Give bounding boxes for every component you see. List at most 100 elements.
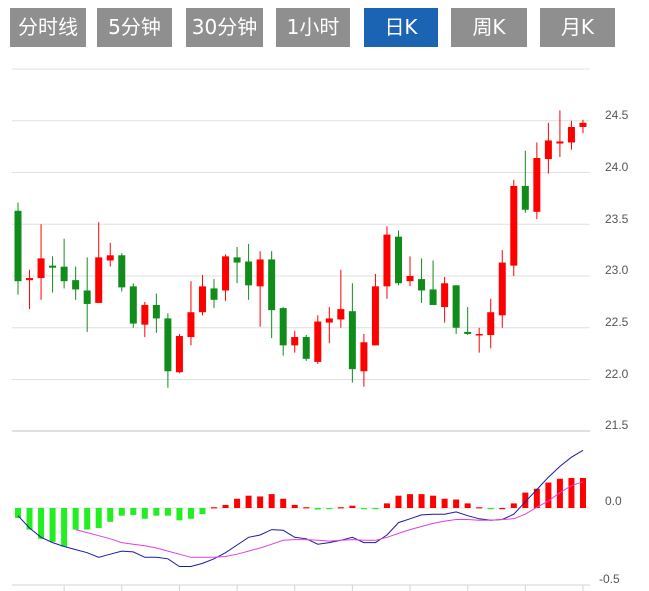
tab-daily-k[interactable]: 日K [364, 8, 438, 47]
macd-bar [61, 508, 68, 547]
candle [498, 250, 506, 328]
candle [452, 285, 460, 334]
candle [129, 283, 137, 328]
price-grid [12, 68, 590, 591]
macd-bar [211, 507, 218, 509]
tab-30min[interactable]: 30分钟 [186, 8, 263, 47]
candle [325, 307, 333, 344]
macd-bar [130, 508, 137, 515]
candle-body [175, 336, 183, 373]
macd-bar [26, 508, 33, 530]
tab-weekly-k[interactable]: 周K [451, 8, 527, 47]
candle [187, 281, 195, 346]
macd-bar [360, 508, 367, 510]
macd-bar [38, 508, 45, 539]
candle [198, 274, 206, 316]
tab-minute-line[interactable]: 分时线 [10, 8, 86, 47]
candle [533, 142, 541, 220]
macd-bar [487, 508, 494, 510]
candle-body [498, 262, 506, 316]
macd-bar [556, 478, 563, 508]
macd-bar [545, 482, 552, 508]
candle-body [118, 255, 126, 288]
macd-bar [418, 494, 425, 508]
macd-bar [568, 477, 575, 508]
candle-body [291, 337, 299, 346]
candle [106, 242, 114, 267]
tab-1hour[interactable]: 1小时 [276, 8, 350, 47]
candle [256, 251, 264, 327]
macd-bar [176, 508, 183, 521]
candle-body [83, 290, 91, 304]
candle [83, 257, 91, 332]
candle [118, 253, 126, 292]
macd-panel [12, 449, 590, 567]
period-tabs: 分时线 5分钟 30分钟 1小时 日K 周K 月K [0, 8, 649, 48]
macd-bar [349, 505, 356, 508]
price-tick: 23.0 [605, 263, 629, 277]
candle [371, 273, 379, 346]
candle-body [245, 261, 253, 286]
price-tick: 22.0 [605, 367, 629, 381]
candle [360, 333, 368, 387]
macd-bar [107, 508, 114, 522]
candle-body [152, 304, 160, 319]
macd-bar [533, 488, 540, 508]
candle-body [222, 256, 230, 291]
candle [337, 269, 345, 328]
candle-body [441, 283, 449, 308]
candle-body [487, 312, 495, 335]
candle-body [49, 265, 57, 268]
macd-bar [372, 508, 379, 510]
candle-body [337, 309, 345, 320]
macd-bar [234, 498, 241, 508]
candle [487, 298, 495, 349]
candle-body [418, 279, 426, 291]
macd-bar [453, 499, 460, 508]
macd-bar [579, 477, 586, 508]
macd-bar [430, 495, 437, 508]
candle [60, 238, 68, 289]
candle [279, 307, 287, 356]
candle-body [60, 266, 68, 282]
candle [152, 293, 160, 333]
macd-bar [522, 492, 529, 508]
macd-bar [153, 508, 160, 516]
candle-body [521, 185, 529, 210]
candle-body [256, 259, 264, 287]
macd-bar [118, 508, 125, 516]
candle-body [164, 318, 172, 372]
macd-bar [257, 496, 264, 508]
candle-body [429, 289, 437, 305]
candle [579, 119, 587, 134]
candle [210, 279, 218, 309]
macd-bar [222, 504, 229, 508]
candle-body [72, 280, 80, 290]
candle [418, 258, 426, 303]
candle [26, 269, 34, 310]
macd-tick: -0.5 [599, 572, 620, 586]
candle-body [26, 278, 34, 281]
macd-bar [383, 503, 390, 508]
candle [141, 301, 149, 338]
candle-body [464, 331, 472, 334]
macd-bar [510, 503, 517, 508]
candle [521, 150, 529, 213]
macd-bar [268, 494, 275, 508]
price-tick: 24.0 [605, 160, 629, 174]
macd-bar [314, 508, 321, 510]
candle-body [371, 286, 379, 346]
macd-bar [15, 508, 21, 519]
macd-bar [407, 494, 414, 508]
candle-body [279, 308, 287, 346]
macd-bar [84, 508, 91, 530]
candle-body [394, 236, 402, 284]
candle-body [360, 342, 368, 372]
candle [72, 266, 80, 300]
candle-body [37, 258, 45, 279]
tab-5min[interactable]: 5分钟 [97, 8, 172, 47]
tab-monthly-k[interactable]: 月K [540, 8, 615, 47]
macd-bar [464, 503, 471, 508]
price-tick: 24.5 [605, 108, 629, 122]
